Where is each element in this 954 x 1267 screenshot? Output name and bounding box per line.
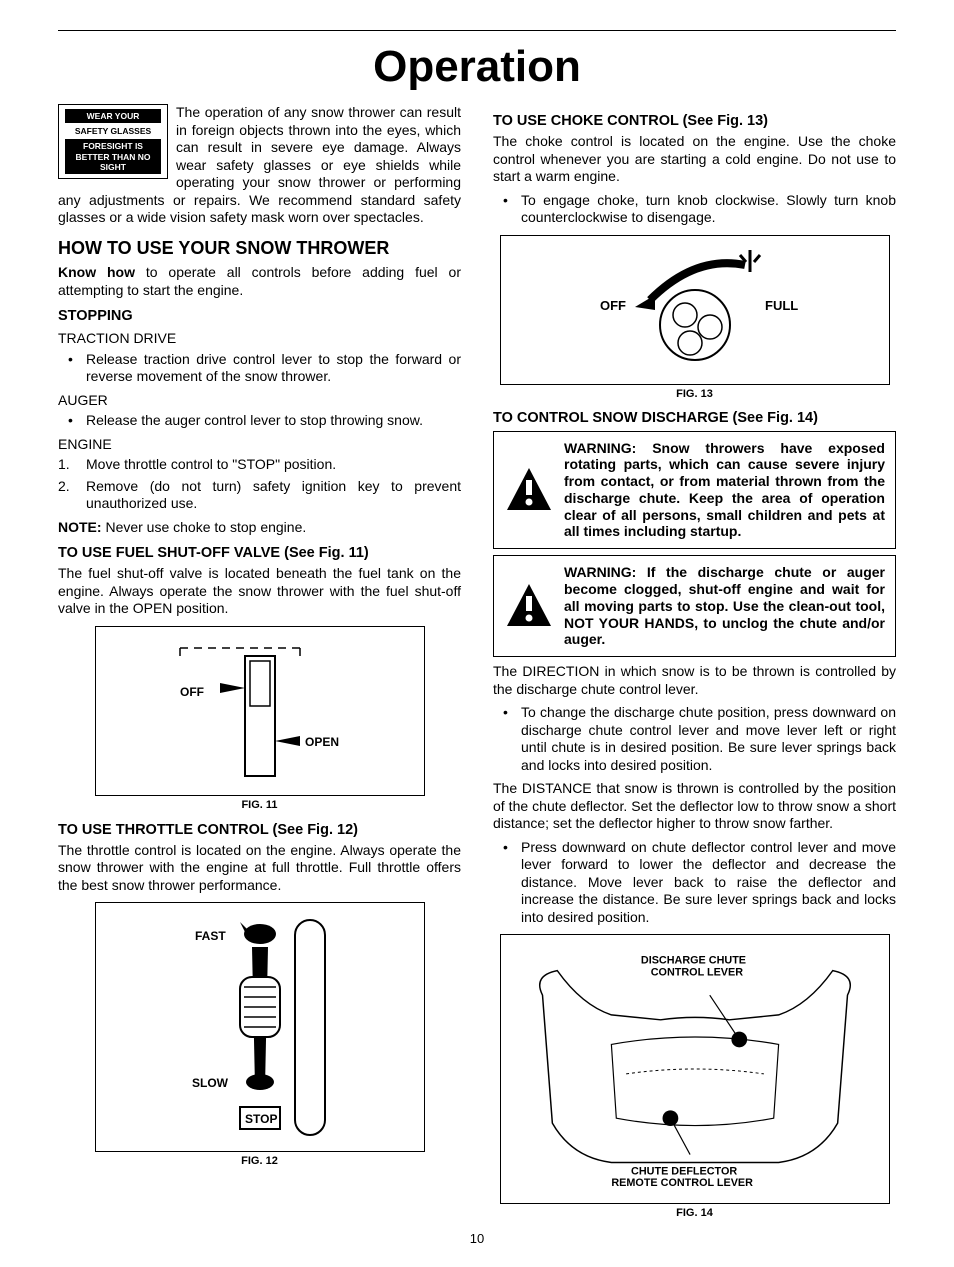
fig13-full-label: FULL [765, 298, 798, 313]
note-rest: Never use choke to stop engine. [102, 519, 307, 535]
control-panel-diagram: DISCHARGE CHUTE CONTROL LEVER CHUTE DEFL… [513, 944, 877, 1194]
note-para: NOTE: Never use choke to stop engine. [58, 519, 461, 537]
throttle-diagram: FAST SLOW STOP [120, 912, 400, 1142]
engine-label: ENGINE [58, 436, 461, 454]
warning-icon [504, 581, 554, 631]
warning-text-1: WARNING: Snow throwers have exposed rota… [564, 440, 885, 541]
note-bold: NOTE: [58, 519, 102, 535]
warning-box-2: WARNING: If the discharge chute or auger… [493, 555, 896, 657]
distance-bullet: Press downward on chute deflector contro… [521, 839, 896, 927]
engine-list: 1.Move throttle control to "STOP" positi… [58, 456, 461, 513]
auger-label: AUGER [58, 392, 461, 410]
choke-list: •To engage choke, turn knob clockwise. S… [493, 192, 896, 227]
warning-text-2: WARNING: If the discharge chute or auger… [564, 564, 885, 648]
fig14-label-1b: CONTROL LEVER [650, 967, 743, 979]
fig14-label-1a: DISCHARGE CHUTE [640, 955, 745, 967]
fig14-label-2b: REMOTE CONTROL LEVER [611, 1177, 753, 1189]
safety-glasses-block: WEAR YOUR SAFETY GLASSES FORESIGHT IS BE… [58, 104, 461, 227]
page-title: Operation [58, 39, 896, 94]
distance-list: •Press downward on chute deflector contr… [493, 839, 896, 927]
fig11-caption: FIG. 11 [58, 799, 461, 813]
safety-box-line3: FORESIGHT IS BETTER THAN NO SIGHT [65, 139, 161, 174]
throttle-heading: TO USE THROTTLE CONTROL (See Fig. 12) [58, 821, 461, 839]
fuel-valve-diagram: OFF OPEN [120, 636, 400, 786]
fig14-caption: FIG. 14 [493, 1207, 896, 1221]
direction-list: •To change the discharge chute position,… [493, 704, 896, 774]
know-how-para: Know how to operate all controls before … [58, 264, 461, 299]
choke-diagram: OFF FULL [515, 245, 875, 375]
traction-bullet: Release traction drive control lever to … [86, 351, 461, 386]
warning-icon [504, 465, 554, 515]
engine-item-2: Remove (do not turn) safety ignition key… [86, 478, 461, 513]
direction-text: The DIRECTION in which snow is to be thr… [493, 663, 896, 698]
top-rule [58, 30, 896, 31]
two-column-layout: WEAR YOUR SAFETY GLASSES FORESIGHT IS BE… [58, 104, 896, 1227]
fig12-stop-label: STOP [245, 1112, 277, 1126]
auger-list: •Release the auger control lever to stop… [58, 412, 461, 430]
fig12-slow-label: SLOW [192, 1076, 229, 1090]
know-how-bold: Know how [58, 264, 135, 280]
figure-11: OFF OPEN [95, 626, 425, 796]
traction-list: •Release traction drive control lever to… [58, 351, 461, 386]
fig11-off-label: OFF [180, 685, 204, 699]
safety-glasses-icon-box: WEAR YOUR SAFETY GLASSES FORESIGHT IS BE… [58, 104, 168, 179]
fig11-open-label: OPEN [305, 735, 339, 749]
fig14-label-2a: CHUTE DEFLECTOR [631, 1166, 737, 1178]
safety-box-line1: WEAR YOUR [65, 109, 161, 123]
fig12-caption: FIG. 12 [58, 1155, 461, 1169]
page-number: 10 [58, 1231, 896, 1247]
fig13-off-label: OFF [600, 298, 626, 313]
auger-bullet: Release the auger control lever to stop … [86, 412, 461, 430]
left-column: WEAR YOUR SAFETY GLASSES FORESIGHT IS BE… [58, 104, 461, 1227]
safety-box-line2: SAFETY GLASSES [59, 124, 167, 138]
traction-label: TRACTION DRIVE [58, 330, 461, 348]
engine-item-1: Move throttle control to "STOP" position… [86, 456, 461, 474]
fig13-caption: FIG. 13 [493, 388, 896, 402]
warning-box-1: WARNING: Snow throwers have exposed rota… [493, 431, 896, 550]
discharge-heading: TO CONTROL SNOW DISCHARGE (See Fig. 14) [493, 409, 896, 427]
choke-heading: TO USE CHOKE CONTROL (See Fig. 13) [493, 112, 896, 130]
fuel-text: The fuel shut-off valve is located benea… [58, 565, 461, 618]
fig12-fast-label: FAST [195, 929, 226, 943]
figure-13: OFF FULL [500, 235, 890, 385]
right-column: TO USE CHOKE CONTROL (See Fig. 13) The c… [493, 104, 896, 1227]
throttle-text: The throttle control is located on the e… [58, 842, 461, 895]
fuel-heading: TO USE FUEL SHUT-OFF VALVE (See Fig. 11) [58, 544, 461, 562]
distance-text: The DISTANCE that snow is thrown is cont… [493, 780, 896, 833]
figure-12: FAST SLOW STOP [95, 902, 425, 1152]
direction-bullet: To change the discharge chute position, … [521, 704, 896, 774]
how-to-heading: HOW TO USE YOUR SNOW THROWER [58, 237, 461, 260]
choke-bullet: To engage choke, turn knob clockwise. Sl… [521, 192, 896, 227]
figure-14: DISCHARGE CHUTE CONTROL LEVER CHUTE DEFL… [500, 934, 890, 1204]
choke-text: The choke control is located on the engi… [493, 133, 896, 186]
stopping-heading: STOPPING [58, 307, 461, 325]
